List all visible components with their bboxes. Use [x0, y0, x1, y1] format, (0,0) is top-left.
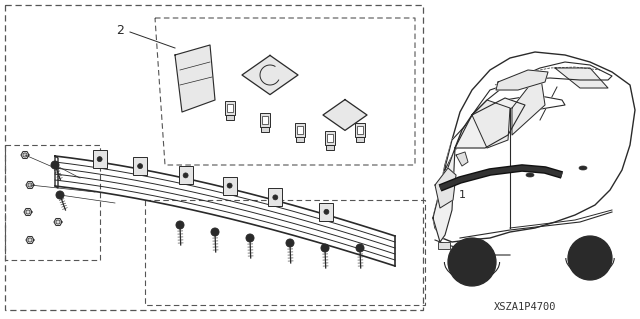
Bar — [356, 137, 364, 142]
Polygon shape — [54, 219, 62, 226]
Bar — [438, 242, 450, 249]
Bar — [260, 113, 271, 127]
Bar — [326, 145, 333, 150]
Bar — [145, 200, 425, 305]
Circle shape — [321, 244, 329, 252]
Polygon shape — [435, 168, 456, 208]
Bar — [324, 131, 335, 145]
Bar — [357, 126, 363, 134]
Polygon shape — [472, 100, 510, 148]
Polygon shape — [24, 209, 32, 215]
Bar — [133, 157, 147, 175]
Polygon shape — [242, 56, 298, 95]
Circle shape — [324, 209, 329, 214]
Ellipse shape — [579, 166, 587, 170]
Bar — [5, 145, 100, 260]
Circle shape — [356, 244, 364, 252]
Bar — [227, 104, 233, 112]
Bar — [296, 137, 303, 142]
Bar — [294, 123, 305, 137]
Bar — [225, 101, 236, 115]
Circle shape — [468, 258, 476, 266]
Bar — [262, 116, 268, 123]
Polygon shape — [555, 68, 608, 88]
Circle shape — [273, 195, 278, 200]
Polygon shape — [440, 95, 565, 188]
Text: 2: 2 — [116, 24, 124, 36]
Circle shape — [568, 236, 612, 280]
Circle shape — [211, 228, 219, 236]
Circle shape — [286, 239, 294, 247]
Bar — [227, 115, 234, 120]
Polygon shape — [455, 98, 525, 148]
Bar — [261, 127, 269, 132]
Circle shape — [183, 173, 188, 178]
Polygon shape — [21, 152, 29, 159]
Text: 1: 1 — [458, 190, 465, 200]
Circle shape — [56, 191, 64, 199]
Polygon shape — [456, 152, 468, 166]
Circle shape — [138, 164, 143, 169]
Polygon shape — [433, 148, 455, 242]
Circle shape — [227, 183, 232, 188]
Circle shape — [176, 221, 184, 229]
Bar — [319, 203, 333, 221]
Bar — [223, 177, 237, 195]
Bar — [179, 167, 193, 184]
Polygon shape — [496, 70, 548, 90]
Bar — [268, 189, 282, 206]
Bar — [5, 5, 423, 310]
Bar — [327, 134, 333, 142]
Ellipse shape — [526, 173, 534, 177]
Text: XSZA1P4700: XSZA1P4700 — [493, 302, 556, 312]
Circle shape — [51, 161, 59, 169]
Circle shape — [458, 248, 486, 276]
Polygon shape — [472, 62, 612, 115]
Polygon shape — [433, 52, 635, 242]
Polygon shape — [175, 45, 215, 112]
Polygon shape — [323, 100, 367, 130]
Text: 1: 1 — [558, 78, 566, 92]
Circle shape — [577, 245, 604, 271]
Circle shape — [448, 238, 496, 286]
Polygon shape — [512, 72, 545, 135]
Circle shape — [97, 157, 102, 162]
Bar — [355, 123, 365, 137]
Bar — [298, 126, 303, 134]
Circle shape — [587, 255, 593, 261]
Polygon shape — [26, 236, 34, 243]
Bar — [93, 150, 107, 168]
Polygon shape — [26, 182, 34, 189]
Circle shape — [246, 234, 254, 242]
